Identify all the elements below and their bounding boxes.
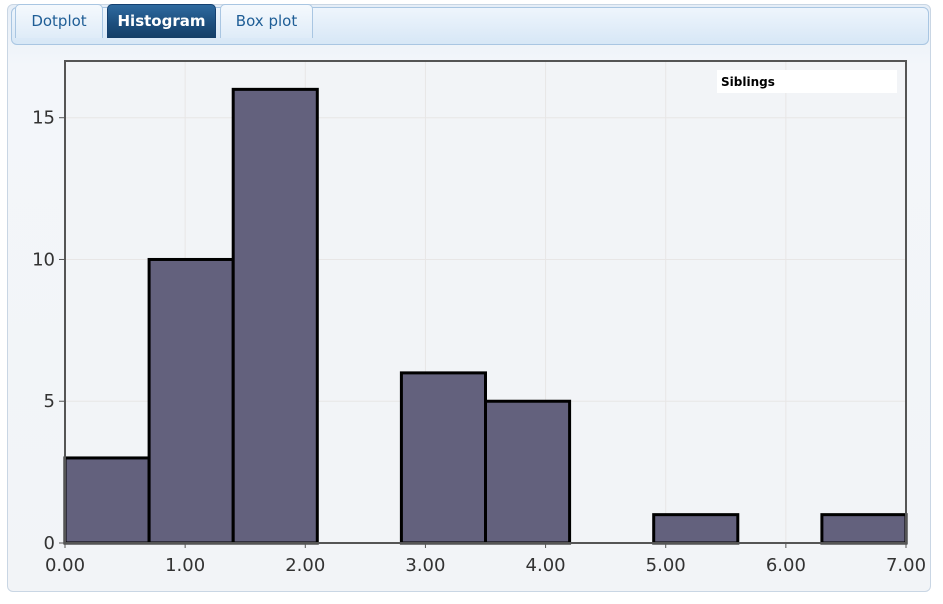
tab-box-plot[interactable]: Box plot: [220, 4, 313, 38]
x-tick-label: 0.00: [45, 555, 85, 576]
histogram-bar: [820, 513, 908, 545]
x-axis-ticks: 0.00 1.00 2.00 3.00 4.00 5.00 6.00 7.00: [45, 543, 926, 576]
histogram-bar: [399, 371, 487, 545]
histogram-bar: [231, 87, 319, 545]
y-tick-label: 10: [32, 249, 55, 270]
histogram-bar: [484, 399, 572, 545]
tab-histogram[interactable]: Histogram: [107, 4, 216, 38]
y-tick-label: 15: [32, 108, 55, 129]
x-tick-label: 2.00: [285, 555, 325, 576]
x-tick-label: 3.00: [405, 555, 445, 576]
legend-label: Siblings: [721, 75, 775, 89]
plot-border: [64, 60, 907, 544]
histogram-bar: [652, 513, 740, 545]
x-tick-label: 4.00: [526, 555, 566, 576]
tab-dotplot[interactable]: Dotplot: [15, 4, 103, 38]
y-tick-label: 5: [44, 391, 55, 412]
y-axis-ticks: 0 5 10 15: [32, 108, 65, 554]
histogram-bar: [63, 456, 151, 545]
legend-box: [717, 70, 897, 93]
x-tick-label: 7.00: [886, 555, 926, 576]
x-tick-label: 6.00: [766, 555, 806, 576]
y-tick-label: 0: [44, 533, 55, 554]
x-tick-label: 5.00: [646, 555, 686, 576]
x-tick-label: 1.00: [165, 555, 205, 576]
histogram-bar: [147, 257, 235, 545]
